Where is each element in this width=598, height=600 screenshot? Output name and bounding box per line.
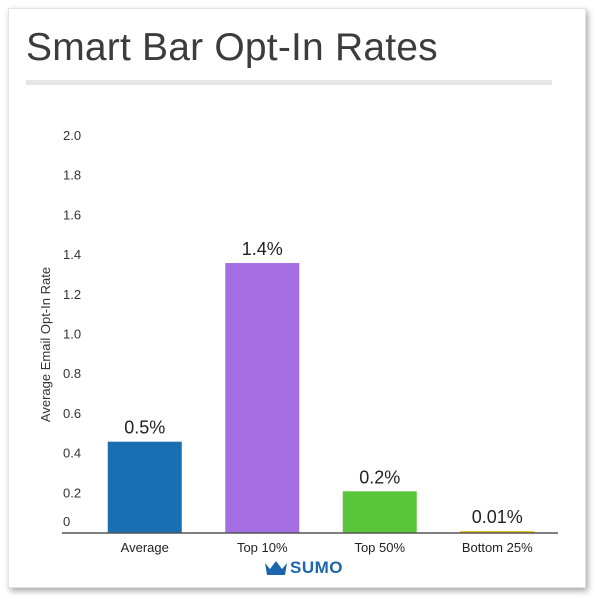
- y-axis-ticks: 0 0.2 0.4 0.6 0.8 1.0 1.2 1.4 1.6 1.8 2.0: [63, 128, 81, 529]
- logo-text: SUMO: [290, 558, 343, 577]
- data-label: 0.2%: [359, 467, 400, 487]
- y-axis-label: Average Email Opt-In Rate: [38, 267, 53, 422]
- y-tick-label: 1.0: [63, 327, 81, 342]
- bar-top-50: [342, 491, 417, 533]
- x-tick-label: Average: [121, 540, 169, 555]
- data-label: 0.5%: [124, 418, 165, 438]
- y-tick-label: 1.8: [63, 168, 81, 183]
- sumo-logo: SUMO: [264, 558, 343, 578]
- y-tick-label: 0.4: [63, 446, 81, 461]
- y-tick-label: 0: [63, 514, 70, 529]
- bars: 0.5% 1.4% 0.2% 0.01%: [107, 239, 535, 533]
- y-tick-label: 1.2: [63, 287, 81, 302]
- y-tick-label: 1.6: [63, 207, 81, 222]
- y-tick-label: 2.0: [63, 128, 81, 143]
- x-tick-label: Top 10%: [237, 540, 288, 555]
- title-divider: [26, 80, 552, 85]
- x-tick-label: Top 50%: [354, 540, 405, 555]
- bar-bottom-25: [460, 531, 535, 533]
- x-axis-labels: Average Top 10% Top 50% Bottom 25%: [121, 540, 533, 555]
- bar-average: [107, 441, 182, 533]
- y-tick-label: 1.4: [63, 247, 81, 262]
- crown-icon: [265, 561, 287, 575]
- data-label: 0.01%: [472, 507, 523, 527]
- chart-title: Smart Bar Opt-In Rates: [26, 26, 438, 69]
- y-tick-label: 0.8: [63, 366, 81, 381]
- y-tick-label: 0.2: [63, 485, 81, 500]
- x-tick-label: Bottom 25%: [462, 540, 533, 555]
- data-label: 1.4%: [242, 239, 283, 259]
- y-tick-label: 0.6: [63, 406, 81, 421]
- bar-top-10: [225, 263, 300, 533]
